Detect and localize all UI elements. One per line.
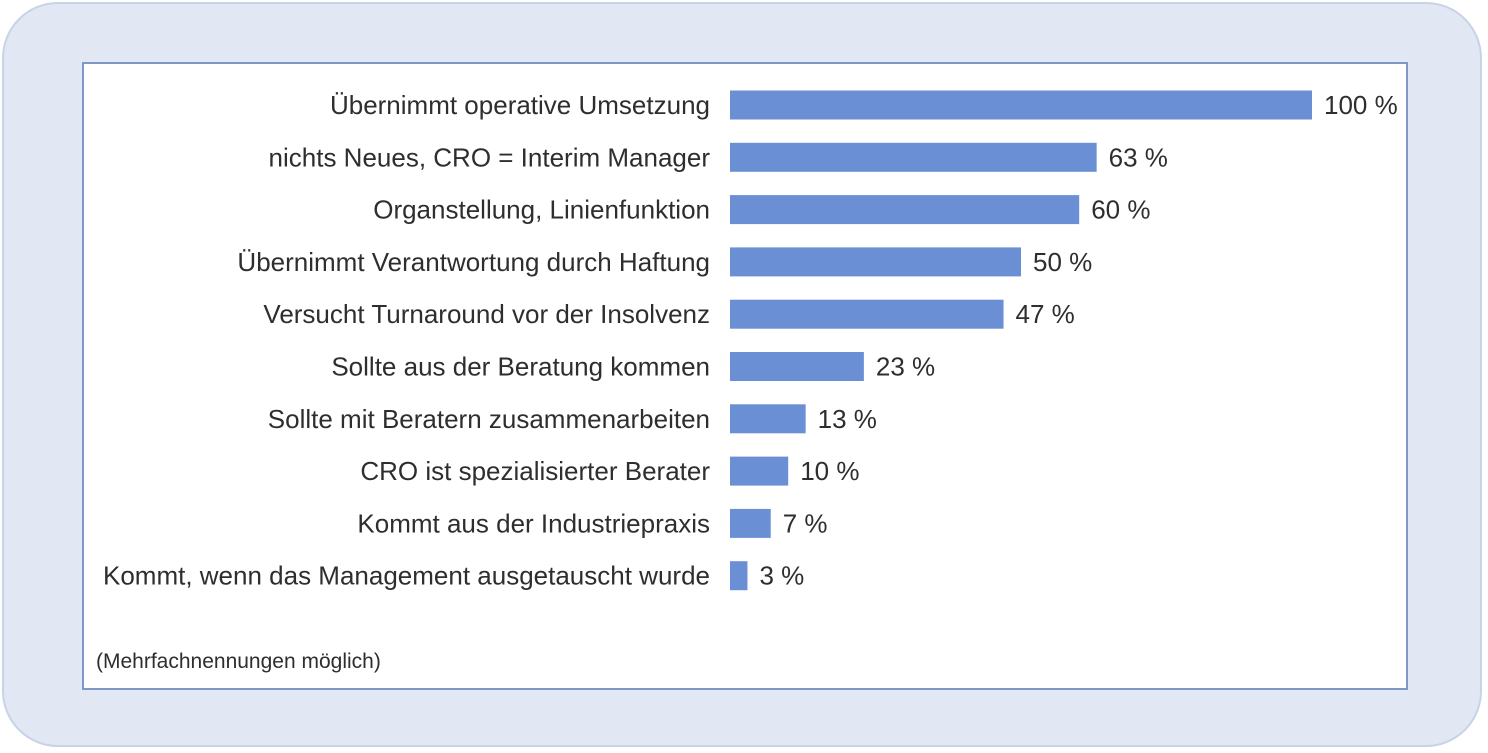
bar	[730, 352, 864, 381]
bar	[730, 142, 1097, 172]
value-label: 63 %	[1109, 142, 1168, 172]
category-label: Sollte aus der Beratung kommen	[331, 352, 710, 382]
category-label: nichts Neues, CRO = Interim Manager	[269, 142, 711, 172]
value-label: 10 %	[800, 456, 859, 486]
bar	[730, 90, 1312, 120]
category-label: Organstellung, Linienfunktion	[373, 195, 710, 225]
chart-footnote: (Mehrfachnennungen möglich)	[96, 650, 381, 673]
value-label: 47 %	[1016, 299, 1075, 329]
bar-chart: Übernimmt operative Umsetzung 100 % nichts…	[103, 90, 1398, 591]
category-label: CRO ist spezialisierter Berater	[360, 456, 710, 486]
category-label: Übernimmt operative Umsetzung	[330, 90, 710, 120]
category-label: Kommt aus der Industriepraxis	[357, 508, 710, 538]
bar	[730, 404, 806, 434]
category-label: Sollte mit Beratern zusammenarbeiten	[268, 404, 710, 434]
category-label: Kommt, wenn das Management ausgetauscht …	[103, 561, 710, 591]
value-label: 23 %	[876, 352, 935, 382]
chart-panel: Übernimmt operative Umsetzung 100 % nichts…	[82, 62, 1408, 690]
bar	[730, 456, 789, 486]
bar	[730, 247, 1021, 277]
bar	[730, 195, 1080, 225]
value-label: 7 %	[783, 508, 828, 538]
category-label: Übernimmt Verantwortung durch Haftung	[237, 247, 710, 277]
value-label: 3 %	[759, 561, 804, 591]
bar	[730, 508, 771, 538]
value-label: 60 %	[1091, 195, 1150, 225]
bar	[730, 299, 1004, 329]
value-label: 50 %	[1033, 247, 1092, 277]
category-label: Versucht Turnaround vor der Insolvenz	[263, 299, 710, 329]
value-label: 13 %	[818, 404, 877, 434]
value-label: 100 %	[1324, 90, 1398, 120]
bar	[730, 561, 748, 591]
